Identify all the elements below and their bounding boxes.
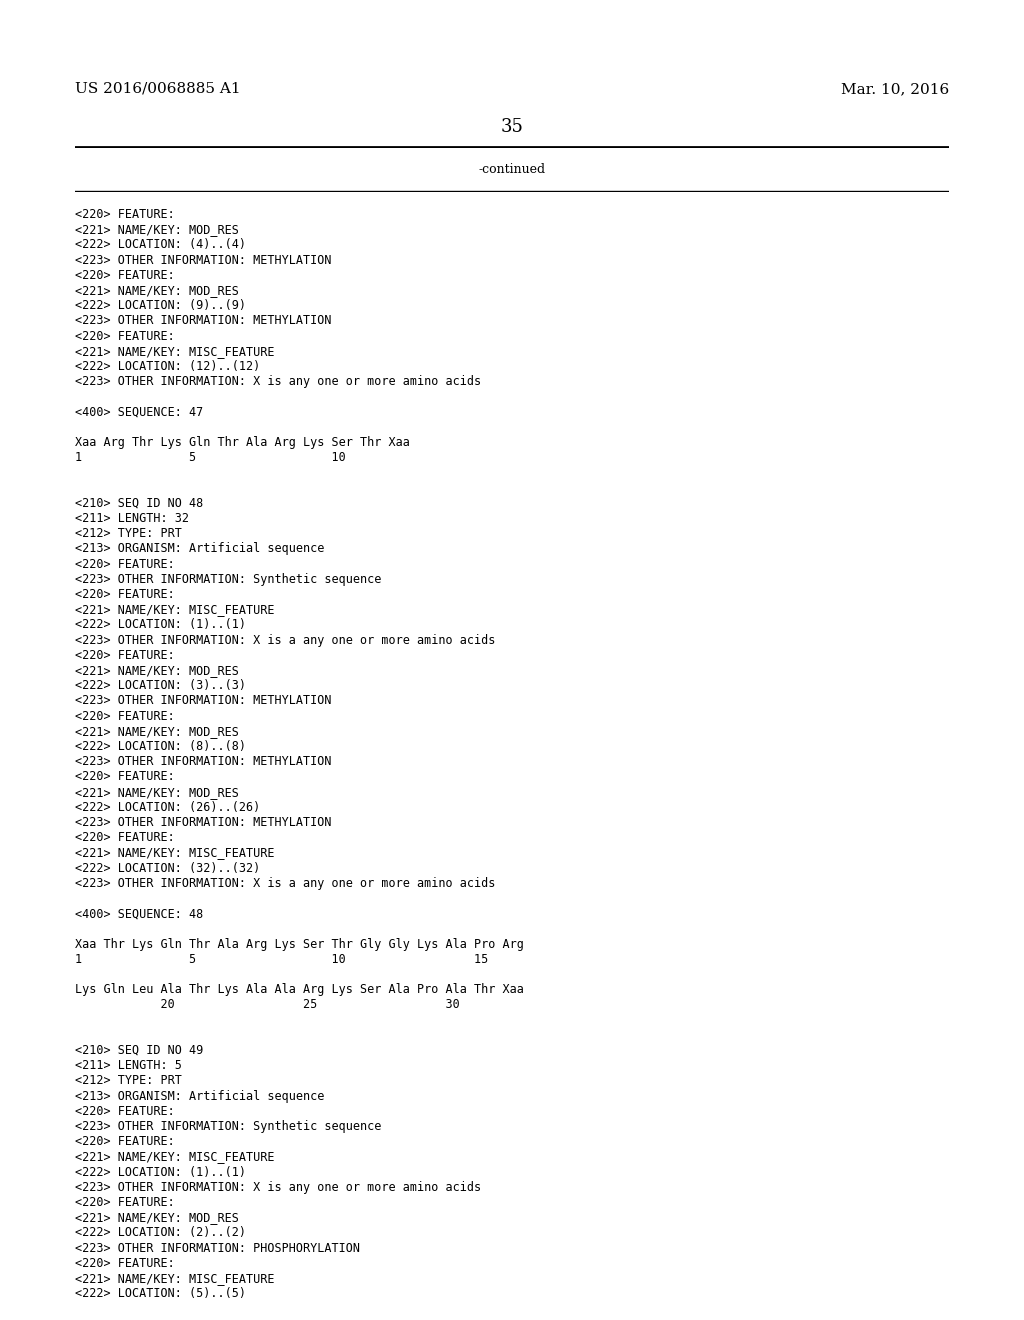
Text: Mar. 10, 2016: Mar. 10, 2016: [841, 82, 949, 96]
Text: <222> LOCATION: (3)..(3): <222> LOCATION: (3)..(3): [75, 680, 246, 692]
Text: <220> FEATURE:: <220> FEATURE:: [75, 587, 175, 601]
Text: <221> NAME/KEY: MOD_RES: <221> NAME/KEY: MOD_RES: [75, 725, 239, 738]
Text: <220> FEATURE:: <220> FEATURE:: [75, 649, 175, 661]
Text: <223> OTHER INFORMATION: METHYLATION: <223> OTHER INFORMATION: METHYLATION: [75, 314, 332, 327]
Text: <223> OTHER INFORMATION: X is any one or more amino acids: <223> OTHER INFORMATION: X is any one or…: [75, 1181, 481, 1193]
Text: <400> SEQUENCE: 47: <400> SEQUENCE: 47: [75, 405, 203, 418]
Text: <213> ORGANISM: Artificial sequence: <213> ORGANISM: Artificial sequence: [75, 1089, 325, 1102]
Text: <221> NAME/KEY: MOD_RES: <221> NAME/KEY: MOD_RES: [75, 1212, 239, 1224]
Text: <222> LOCATION: (1)..(1): <222> LOCATION: (1)..(1): [75, 618, 246, 631]
Text: <222> LOCATION: (4)..(4): <222> LOCATION: (4)..(4): [75, 239, 246, 251]
Text: Xaa Thr Lys Gln Thr Ala Arg Lys Ser Thr Gly Gly Lys Ala Pro Arg: Xaa Thr Lys Gln Thr Ala Arg Lys Ser Thr …: [75, 937, 524, 950]
Text: <220> FEATURE:: <220> FEATURE:: [75, 771, 175, 783]
Text: <210> SEQ ID NO 48: <210> SEQ ID NO 48: [75, 496, 203, 510]
Text: Xaa Arg Thr Lys Gln Thr Ala Arg Lys Ser Thr Xaa: Xaa Arg Thr Lys Gln Thr Ala Arg Lys Ser …: [75, 436, 410, 449]
Text: 1               5                   10                  15: 1 5 10 15: [75, 953, 488, 966]
Text: <221> NAME/KEY: MISC_FEATURE: <221> NAME/KEY: MISC_FEATURE: [75, 1272, 274, 1284]
Text: <223> OTHER INFORMATION: X is a any one or more amino acids: <223> OTHER INFORMATION: X is a any one …: [75, 876, 496, 890]
Text: <221> NAME/KEY: MISC_FEATURE: <221> NAME/KEY: MISC_FEATURE: [75, 603, 274, 616]
Text: <221> NAME/KEY: MOD_RES: <221> NAME/KEY: MOD_RES: [75, 284, 239, 297]
Text: <221> NAME/KEY: MOD_RES: <221> NAME/KEY: MOD_RES: [75, 664, 239, 677]
Text: <212> TYPE: PRT: <212> TYPE: PRT: [75, 1074, 182, 1088]
Text: <220> FEATURE:: <220> FEATURE:: [75, 330, 175, 343]
Text: <222> LOCATION: (32)..(32): <222> LOCATION: (32)..(32): [75, 862, 260, 875]
Text: <220> FEATURE:: <220> FEATURE:: [75, 710, 175, 722]
Text: <221> NAME/KEY: MISC_FEATURE: <221> NAME/KEY: MISC_FEATURE: [75, 846, 274, 859]
Text: <222> LOCATION: (5)..(5): <222> LOCATION: (5)..(5): [75, 1287, 246, 1300]
Text: <222> LOCATION: (8)..(8): <222> LOCATION: (8)..(8): [75, 741, 246, 752]
Text: US 2016/0068885 A1: US 2016/0068885 A1: [75, 82, 241, 96]
Text: <222> LOCATION: (1)..(1): <222> LOCATION: (1)..(1): [75, 1166, 246, 1179]
Text: <213> ORGANISM: Artificial sequence: <213> ORGANISM: Artificial sequence: [75, 543, 325, 556]
Text: <220> FEATURE:: <220> FEATURE:: [75, 269, 175, 281]
Text: <220> FEATURE:: <220> FEATURE:: [75, 1135, 175, 1148]
Text: <211> LENGTH: 32: <211> LENGTH: 32: [75, 512, 189, 525]
Text: -continued: -continued: [478, 162, 546, 176]
Text: <223> OTHER INFORMATION: Synthetic sequence: <223> OTHER INFORMATION: Synthetic seque…: [75, 573, 381, 586]
Text: <222> LOCATION: (2)..(2): <222> LOCATION: (2)..(2): [75, 1226, 246, 1239]
Text: <220> FEATURE:: <220> FEATURE:: [75, 209, 175, 220]
Text: <222> LOCATION: (26)..(26): <222> LOCATION: (26)..(26): [75, 801, 260, 814]
Text: <210> SEQ ID NO 49: <210> SEQ ID NO 49: [75, 1044, 203, 1057]
Text: <223> OTHER INFORMATION: X is any one or more amino acids: <223> OTHER INFORMATION: X is any one or…: [75, 375, 481, 388]
Text: <223> OTHER INFORMATION: METHYLATION: <223> OTHER INFORMATION: METHYLATION: [75, 755, 332, 768]
Text: <211> LENGTH: 5: <211> LENGTH: 5: [75, 1059, 182, 1072]
Text: <221> NAME/KEY: MOD_RES: <221> NAME/KEY: MOD_RES: [75, 223, 239, 236]
Text: <220> FEATURE:: <220> FEATURE:: [75, 1105, 175, 1118]
Text: <222> LOCATION: (12)..(12): <222> LOCATION: (12)..(12): [75, 360, 260, 374]
Text: Lys Gln Leu Ala Thr Lys Ala Ala Arg Lys Ser Ala Pro Ala Thr Xaa: Lys Gln Leu Ala Thr Lys Ala Ala Arg Lys …: [75, 983, 524, 997]
Text: <220> FEATURE:: <220> FEATURE:: [75, 1196, 175, 1209]
Text: <223> OTHER INFORMATION: METHYLATION: <223> OTHER INFORMATION: METHYLATION: [75, 253, 332, 267]
Text: <221> NAME/KEY: MISC_FEATURE: <221> NAME/KEY: MISC_FEATURE: [75, 1151, 274, 1163]
Text: <223> OTHER INFORMATION: Synthetic sequence: <223> OTHER INFORMATION: Synthetic seque…: [75, 1119, 381, 1133]
Text: 1               5                   10: 1 5 10: [75, 451, 346, 465]
Text: <220> FEATURE:: <220> FEATURE:: [75, 557, 175, 570]
Text: <223> OTHER INFORMATION: X is a any one or more amino acids: <223> OTHER INFORMATION: X is a any one …: [75, 634, 496, 647]
Text: <400> SEQUENCE: 48: <400> SEQUENCE: 48: [75, 907, 203, 920]
Text: <221> NAME/KEY: MOD_RES: <221> NAME/KEY: MOD_RES: [75, 785, 239, 799]
Text: <212> TYPE: PRT: <212> TYPE: PRT: [75, 527, 182, 540]
Text: <221> NAME/KEY: MISC_FEATURE: <221> NAME/KEY: MISC_FEATURE: [75, 345, 274, 358]
Text: <223> OTHER INFORMATION: METHYLATION: <223> OTHER INFORMATION: METHYLATION: [75, 694, 332, 708]
Text: 20                  25                  30: 20 25 30: [75, 998, 460, 1011]
Text: <220> FEATURE:: <220> FEATURE:: [75, 1257, 175, 1270]
Text: <223> OTHER INFORMATION: METHYLATION: <223> OTHER INFORMATION: METHYLATION: [75, 816, 332, 829]
Text: <220> FEATURE:: <220> FEATURE:: [75, 832, 175, 845]
Text: <222> LOCATION: (9)..(9): <222> LOCATION: (9)..(9): [75, 300, 246, 313]
Text: <223> OTHER INFORMATION: PHOSPHORYLATION: <223> OTHER INFORMATION: PHOSPHORYLATION: [75, 1242, 360, 1254]
Text: 35: 35: [501, 117, 523, 136]
